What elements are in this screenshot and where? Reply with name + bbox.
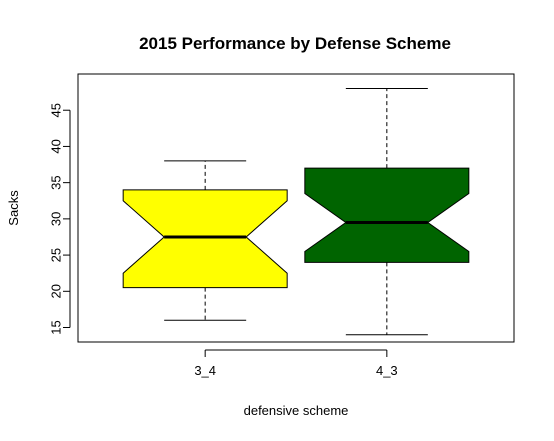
- x-axis-label: defensive scheme: [244, 403, 349, 418]
- box-3_4: [122, 160, 288, 321]
- y-tick-label: 40: [49, 139, 64, 153]
- y-axis-label: Sacks: [6, 190, 21, 226]
- y-axis: 15 20 25 30 35 40 45: [49, 103, 71, 335]
- y-tick-label: 35: [49, 175, 64, 189]
- x-axis: 3_4 4_3: [194, 349, 398, 378]
- y-tick-label: 30: [49, 212, 64, 226]
- y-tick-label: 25: [49, 248, 64, 262]
- boxes-group: [122, 87, 470, 336]
- y-tick-label: 15: [49, 320, 64, 334]
- x-tick-label: 3_4: [194, 363, 216, 378]
- plot-frame: [77, 73, 515, 343]
- y-tick-label: 45: [49, 103, 64, 117]
- box-4_3: [304, 87, 470, 336]
- y-tick-label: 20: [49, 284, 64, 298]
- notched-box: [304, 167, 470, 263]
- chart-title: 2015 Performance by Defense Scheme: [139, 34, 451, 53]
- x-tick-label: 4_3: [376, 363, 398, 378]
- notched-box: [122, 189, 288, 289]
